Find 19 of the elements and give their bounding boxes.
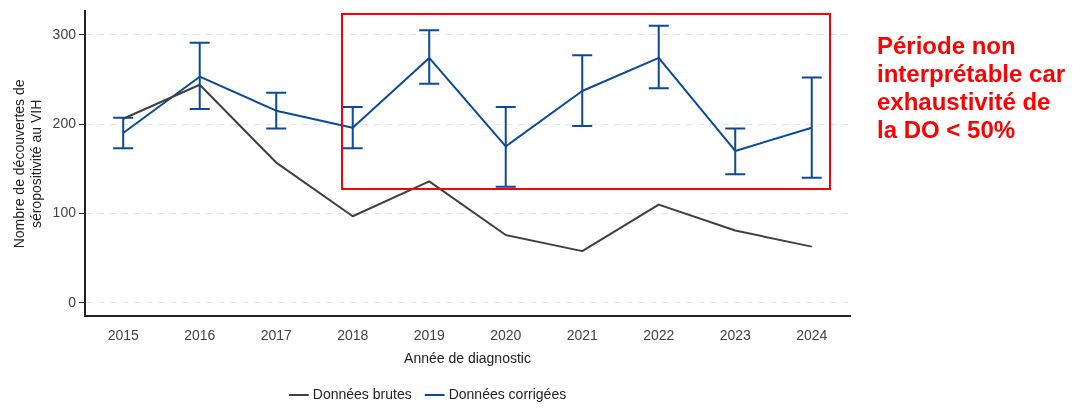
- x-tick-label: 2015: [107, 326, 139, 343]
- x-tick-label: 2024: [796, 326, 828, 343]
- y-axis-title: Nombre de découvertes de séropositivité au VIH: [11, 79, 45, 249]
- y-tick-label: 0: [68, 293, 77, 310]
- x-tick-label: 2021: [566, 326, 599, 343]
- legend-label: Données brutes: [312, 385, 412, 402]
- x-tick-label: 2019: [413, 326, 446, 343]
- y-tick-label: 100: [52, 204, 77, 221]
- y-tick-label: 300: [52, 25, 77, 42]
- y-tick-label: 200: [52, 114, 77, 131]
- legend-label: Données corrigées: [448, 385, 567, 402]
- x-tick-label: 2022: [643, 326, 675, 343]
- x-tick-label: 2018: [337, 326, 369, 343]
- x-tick-label: 2016: [184, 326, 216, 343]
- x-tick-label: 2020: [490, 326, 522, 343]
- text: Période non interprétable car exhaustivité de la DO < 50%: [877, 32, 1067, 144]
- x-tick-label: 2017: [260, 326, 292, 343]
- x-axis-title: Année de diagnostic: [404, 350, 531, 367]
- x-tick-label: 2023: [719, 326, 752, 343]
